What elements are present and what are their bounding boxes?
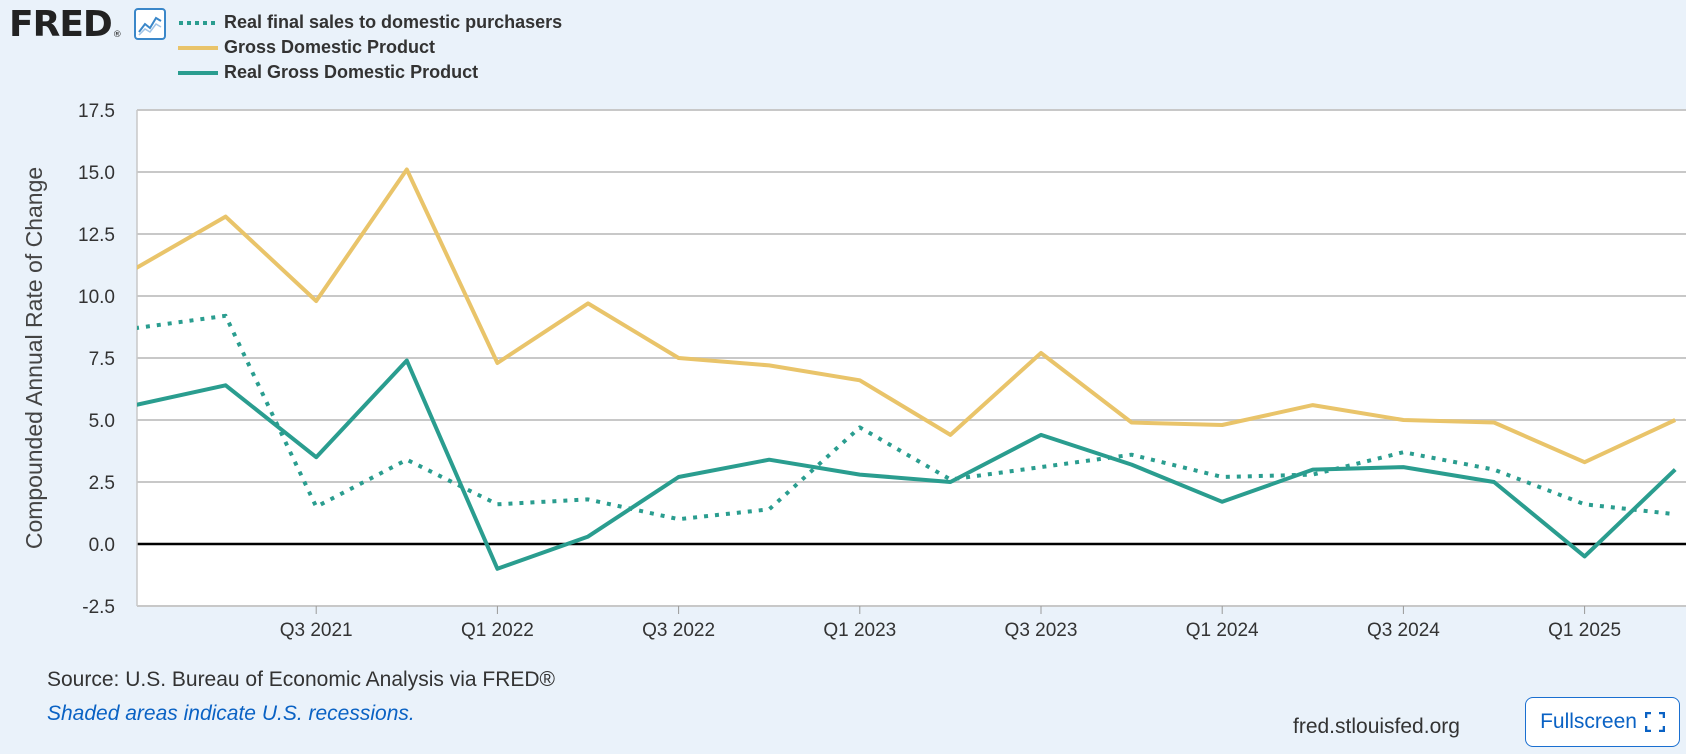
legend-label: Real Gross Domestic Product (224, 62, 479, 82)
series-gdp-line (137, 167, 1677, 465)
x-tick-label: Q1 2024 (1186, 620, 1259, 641)
legend-label: Real final sales to domestic purchasers (224, 12, 563, 32)
y-tick-label: -2.5 (82, 597, 115, 618)
site-url[interactable]: fred.stlouisfed.org (1293, 715, 1460, 738)
x-tick-label: Q3 2021 (280, 620, 353, 641)
y-tick-label: 10.0 (78, 287, 115, 308)
legend-item-real-gdp[interactable]: Real Gross Domestic Product (178, 60, 562, 85)
y-tick-label: 7.5 (89, 349, 115, 370)
legend-item-gdp[interactable]: Gross Domestic Product (178, 35, 562, 60)
y-tick-label: 0.0 (89, 535, 115, 556)
registered-mark: ® (112, 30, 122, 40)
legend-swatch-dotted (179, 20, 218, 25)
expand-icon (1644, 712, 1665, 732)
legend-label: Gross Domestic Product (224, 37, 436, 57)
x-tick-label: Q3 2022 (642, 620, 715, 641)
legend-swatch-real-gdp (178, 70, 218, 75)
legend-item-real-final-sales[interactable]: Real final sales to domestic purchasers (178, 10, 562, 35)
chart-legend: Real final sales to domestic purchasers … (178, 10, 562, 85)
x-tick-label: Q1 2022 (461, 620, 534, 641)
y-tick-label: 17.5 (78, 101, 115, 122)
legend-swatch-gdp (178, 45, 218, 50)
fullscreen-button[interactable]: Fullscreen (1525, 697, 1680, 747)
x-tick-label: Q3 2024 (1367, 620, 1440, 641)
line-chart: 17.5 15.0 12.5 10.0 7.5 5.0 2.5 0.0 -2.5 Q3 2021 Q… (21, 101, 1686, 641)
y-tick-label: 15.0 (78, 163, 115, 184)
y-tick-label: 2.5 (89, 473, 115, 494)
y-axis-title: Compounded Annual Rate of Change (21, 167, 47, 549)
line-chart-icon[interactable] (134, 8, 166, 40)
fullscreen-label: Fullscreen (1540, 710, 1637, 733)
x-tick-label: Q1 2023 (823, 620, 896, 641)
series-real-final-sales-line (137, 313, 1676, 522)
x-tick-label: Q3 2023 (1005, 620, 1078, 641)
logo-text: FRED (9, 4, 113, 45)
series-real-gdp-line (137, 358, 1677, 571)
fred-logo[interactable]: FRED® (9, 4, 122, 45)
recession-note: Shaded areas indicate U.S. recessions. (47, 702, 415, 725)
source-text: Source: U.S. Bureau of Economic Analysis… (47, 668, 556, 691)
y-tick-label: 12.5 (78, 225, 115, 246)
x-tick-label: Q1 2025 (1548, 620, 1621, 641)
y-tick-label: 5.0 (89, 411, 115, 432)
